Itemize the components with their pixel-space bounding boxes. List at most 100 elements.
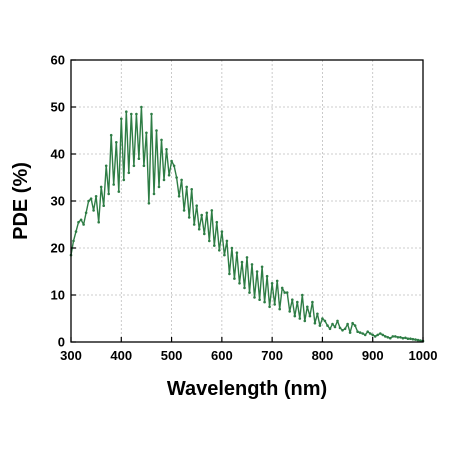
data-point bbox=[386, 336, 390, 339]
data-point bbox=[225, 239, 229, 243]
data-point bbox=[223, 253, 226, 257]
data-point bbox=[248, 291, 251, 294]
data-point bbox=[316, 312, 319, 316]
data-point bbox=[318, 324, 322, 327]
data-point bbox=[82, 223, 85, 226]
data-point bbox=[376, 333, 380, 337]
data-point bbox=[353, 324, 357, 327]
data-point bbox=[270, 282, 274, 285]
data-point bbox=[208, 239, 211, 243]
y-axis: 0 10 20 30 40 50 60 bbox=[51, 53, 76, 350]
x-tick-label: 700 bbox=[261, 348, 283, 363]
x-tick-label: 600 bbox=[211, 348, 233, 363]
data-point bbox=[109, 133, 113, 137]
data-point bbox=[331, 322, 334, 326]
y-tick-label: 40 bbox=[51, 147, 65, 162]
data-point bbox=[200, 213, 203, 217]
data-point bbox=[348, 331, 352, 334]
series-line bbox=[70, 106, 424, 342]
data-point bbox=[323, 319, 327, 323]
data-point bbox=[391, 335, 395, 338]
y-tick-label: 30 bbox=[51, 194, 65, 209]
data-point bbox=[275, 279, 279, 283]
data-point bbox=[185, 185, 188, 189]
data-point bbox=[338, 326, 342, 330]
data-point bbox=[162, 178, 166, 182]
data-point bbox=[215, 220, 219, 224]
data-point bbox=[195, 204, 198, 207]
data-point bbox=[233, 277, 236, 280]
data-point bbox=[104, 164, 108, 168]
data-point bbox=[77, 220, 80, 224]
data-point bbox=[368, 332, 372, 335]
data-point bbox=[361, 332, 365, 335]
data-point bbox=[328, 327, 332, 331]
data-point bbox=[107, 192, 110, 196]
y-tick-label: 10 bbox=[51, 288, 65, 303]
y-axis-title: PDE (%) bbox=[10, 162, 32, 240]
data-point bbox=[127, 171, 131, 175]
data-point bbox=[74, 230, 78, 233]
data-point bbox=[170, 159, 173, 163]
grid-lines bbox=[71, 60, 423, 342]
data-point bbox=[160, 138, 163, 142]
data-point bbox=[291, 298, 294, 302]
data-point bbox=[117, 190, 121, 193]
x-tick-label: 400 bbox=[110, 348, 132, 363]
data-point bbox=[401, 336, 405, 340]
data-point bbox=[351, 321, 354, 325]
data-point bbox=[381, 333, 385, 337]
y-tick-label: 0 bbox=[58, 335, 65, 350]
data-point bbox=[228, 272, 231, 276]
data-point bbox=[301, 293, 304, 297]
data-point bbox=[130, 112, 133, 116]
data-point bbox=[132, 164, 136, 168]
data-point bbox=[210, 209, 214, 212]
data-point bbox=[389, 336, 392, 340]
data-point bbox=[192, 223, 196, 226]
data-point bbox=[404, 336, 407, 340]
data-point bbox=[336, 319, 339, 323]
data-point bbox=[150, 112, 153, 116]
data-point bbox=[135, 112, 138, 116]
data-point bbox=[167, 173, 171, 177]
data-point bbox=[268, 305, 271, 309]
data-point bbox=[99, 185, 103, 189]
data-point bbox=[213, 244, 216, 247]
data-point bbox=[72, 239, 75, 243]
data-point bbox=[235, 251, 239, 254]
data-point bbox=[92, 209, 95, 212]
data-point bbox=[409, 337, 412, 341]
data-point bbox=[333, 325, 337, 329]
data-point bbox=[187, 216, 191, 219]
data-point bbox=[250, 263, 254, 266]
data-point bbox=[87, 199, 90, 203]
data-point bbox=[396, 336, 400, 339]
data-point bbox=[220, 230, 224, 233]
data-point bbox=[356, 330, 359, 334]
data-point bbox=[308, 314, 312, 318]
data-point bbox=[115, 141, 118, 144]
data-point bbox=[406, 337, 410, 341]
data-point bbox=[321, 317, 324, 320]
data-point bbox=[140, 105, 143, 109]
data-point bbox=[373, 335, 377, 338]
data-point bbox=[416, 338, 420, 342]
data-point bbox=[245, 256, 249, 259]
data-point bbox=[394, 335, 397, 338]
data-point bbox=[240, 260, 244, 264]
x-tick-label: 500 bbox=[161, 348, 183, 363]
data-point bbox=[157, 185, 161, 189]
data-point bbox=[190, 188, 193, 191]
data-point bbox=[384, 335, 387, 338]
data-point bbox=[379, 332, 382, 335]
data-point bbox=[205, 211, 209, 215]
data-point bbox=[182, 209, 186, 212]
data-point bbox=[278, 307, 282, 311]
data-point bbox=[346, 322, 349, 326]
data-point bbox=[203, 232, 206, 236]
data-point bbox=[84, 211, 88, 215]
data-point bbox=[177, 195, 181, 198]
data-point bbox=[311, 300, 314, 304]
